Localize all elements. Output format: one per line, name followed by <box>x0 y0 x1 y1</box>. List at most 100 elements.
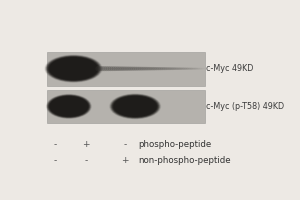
Ellipse shape <box>130 67 137 71</box>
Text: -: - <box>53 140 57 149</box>
Ellipse shape <box>180 67 191 70</box>
Ellipse shape <box>98 66 103 71</box>
Ellipse shape <box>112 95 158 117</box>
Ellipse shape <box>154 67 163 70</box>
Ellipse shape <box>113 96 158 117</box>
Ellipse shape <box>46 94 92 119</box>
Bar <box>47 52 205 86</box>
Text: -: - <box>123 140 126 149</box>
Ellipse shape <box>110 94 161 119</box>
Ellipse shape <box>50 96 88 117</box>
Ellipse shape <box>110 94 160 119</box>
Ellipse shape <box>49 57 98 80</box>
Ellipse shape <box>113 96 157 117</box>
Ellipse shape <box>120 100 150 113</box>
Ellipse shape <box>51 58 97 79</box>
Ellipse shape <box>46 94 92 119</box>
Ellipse shape <box>45 55 102 82</box>
Ellipse shape <box>150 67 159 70</box>
Text: phospho-peptide: phospho-peptide <box>139 140 212 149</box>
Ellipse shape <box>47 95 90 118</box>
Ellipse shape <box>168 67 178 70</box>
Ellipse shape <box>160 67 170 70</box>
Ellipse shape <box>111 94 160 118</box>
Ellipse shape <box>105 66 111 71</box>
Text: -: - <box>85 156 88 165</box>
Ellipse shape <box>49 96 89 117</box>
Ellipse shape <box>109 93 161 119</box>
Ellipse shape <box>174 67 185 70</box>
Ellipse shape <box>51 97 87 116</box>
Text: -: - <box>53 156 57 165</box>
Ellipse shape <box>50 97 88 116</box>
Ellipse shape <box>47 94 91 118</box>
Ellipse shape <box>156 67 166 70</box>
Ellipse shape <box>110 94 160 119</box>
Ellipse shape <box>178 67 189 70</box>
Ellipse shape <box>142 67 150 71</box>
Ellipse shape <box>46 56 101 82</box>
Ellipse shape <box>112 66 118 71</box>
Ellipse shape <box>47 56 100 81</box>
Ellipse shape <box>162 67 172 70</box>
Ellipse shape <box>48 56 100 81</box>
Ellipse shape <box>49 57 98 80</box>
Ellipse shape <box>128 67 135 71</box>
Ellipse shape <box>144 67 152 70</box>
Text: c-Myc 49KD: c-Myc 49KD <box>206 64 254 73</box>
Ellipse shape <box>49 96 89 117</box>
Ellipse shape <box>125 67 133 71</box>
Ellipse shape <box>48 95 90 118</box>
Ellipse shape <box>95 66 101 71</box>
Ellipse shape <box>112 95 159 118</box>
Ellipse shape <box>110 66 116 71</box>
Ellipse shape <box>138 67 146 71</box>
Ellipse shape <box>170 67 181 70</box>
Ellipse shape <box>48 57 99 81</box>
Ellipse shape <box>146 67 155 70</box>
Ellipse shape <box>57 62 90 76</box>
Ellipse shape <box>111 95 159 118</box>
Ellipse shape <box>118 66 124 71</box>
Ellipse shape <box>50 97 87 116</box>
Ellipse shape <box>114 96 156 117</box>
Text: c-Myc (p-T58) 49KD: c-Myc (p-T58) 49KD <box>206 102 284 111</box>
Ellipse shape <box>122 66 129 71</box>
Ellipse shape <box>51 58 96 79</box>
Ellipse shape <box>46 55 101 82</box>
Ellipse shape <box>164 67 174 70</box>
Ellipse shape <box>50 58 97 79</box>
Ellipse shape <box>115 97 155 116</box>
Ellipse shape <box>119 66 127 71</box>
Ellipse shape <box>56 100 82 113</box>
Ellipse shape <box>45 55 103 83</box>
Ellipse shape <box>176 67 187 70</box>
Text: +: + <box>121 156 128 165</box>
Ellipse shape <box>115 97 156 116</box>
Ellipse shape <box>48 57 99 80</box>
Text: non-phospho-peptide: non-phospho-peptide <box>139 156 231 165</box>
Ellipse shape <box>134 67 142 71</box>
Ellipse shape <box>112 95 158 118</box>
Ellipse shape <box>48 95 89 117</box>
Ellipse shape <box>101 66 107 71</box>
Ellipse shape <box>116 66 122 71</box>
Ellipse shape <box>47 56 100 81</box>
Ellipse shape <box>124 66 131 71</box>
Ellipse shape <box>136 67 144 71</box>
Ellipse shape <box>103 66 109 71</box>
Ellipse shape <box>107 66 113 71</box>
Ellipse shape <box>166 67 176 70</box>
Ellipse shape <box>47 95 91 118</box>
Ellipse shape <box>50 58 97 80</box>
Ellipse shape <box>148 67 157 70</box>
Ellipse shape <box>152 67 161 70</box>
Ellipse shape <box>182 68 194 70</box>
Ellipse shape <box>140 67 148 71</box>
Ellipse shape <box>172 67 183 70</box>
Bar <box>47 90 205 123</box>
Ellipse shape <box>113 66 120 71</box>
Ellipse shape <box>50 96 88 116</box>
Ellipse shape <box>99 66 105 71</box>
Text: +: + <box>82 140 90 149</box>
